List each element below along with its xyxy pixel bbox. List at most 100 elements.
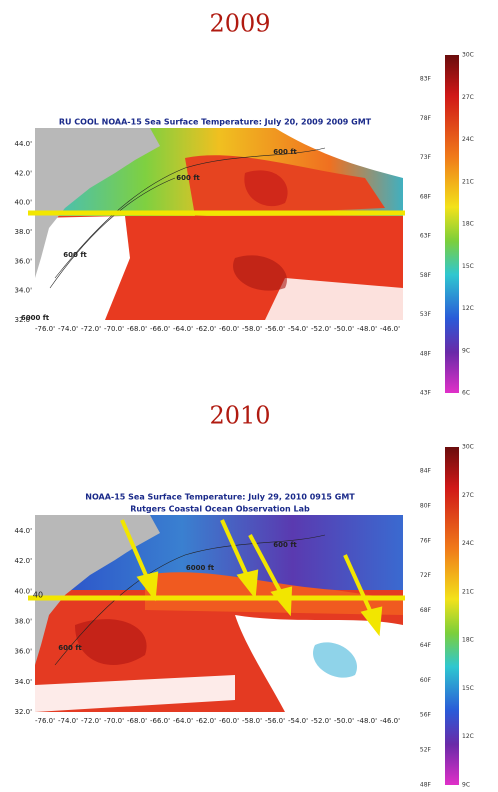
arrows [120,519,383,637]
colorbar-label-c: 15C [462,263,474,270]
lon-label: -72.0' [81,717,101,725]
lon-label: -76.0' [35,325,55,333]
lon-label: -72.0' [81,325,101,333]
lon-label: -46.0' [380,717,400,725]
lon-label: -56.0' [265,325,285,333]
colorbar-label-c: 18C [462,221,474,228]
colorbar-label-c: 9C [462,347,470,354]
colorbar-label-c: 12C [462,305,474,312]
colorbar [445,447,459,785]
colorbar-label-f: 80F [420,502,432,509]
lat-label: 44.0' [14,527,32,535]
colorbar-label-c: 18C [462,637,474,644]
map-subtitle: Rutgers Coastal Ocean Observation Lab [130,505,310,514]
contour-label: 600 ft [63,251,87,259]
contour-label: 6000 ft [186,564,215,572]
lon-label: -58.0' [242,325,262,333]
lon-label: -68.0' [127,325,147,333]
colorbar-label-c: 15C [462,685,474,692]
colorbar-label-f: 68F [420,607,432,614]
colorbar-label-c: 6C [462,390,470,397]
colorbar-label-f: 58F [420,272,432,279]
colorbar-label-c: 30C [462,52,474,59]
lat-label: 32.0' [14,316,32,324]
lat-label: 34.0' [14,287,32,295]
lon-label: -74.0' [58,325,78,333]
colorbar-label-c: 30C [462,444,474,451]
colorbar-label-c: 24C [462,136,474,143]
colorbar-label-f: 84F [420,468,432,475]
colorbar-label-f: 64F [420,642,432,649]
colorbar-label-f: 78F [420,115,432,122]
lon-label: -46.0' [380,325,400,333]
latitude-marker: 40 [33,591,43,600]
map-title: RU COOL NOAA-15 Sea Surface Temperature:… [59,118,372,127]
lat-label: 44.0' [14,140,32,148]
contour-label: 600 ft [273,148,297,156]
lon-label: -48.0' [357,325,377,333]
colorbar [445,55,459,393]
lat-label: 42.0' [14,169,32,177]
lon-label: -48.0' [357,717,377,725]
colorbar-label-c: 21C [462,178,474,185]
lon-label: -50.0' [334,325,354,333]
lat-label: 36.0' [14,648,32,656]
lat-label: 38.0' [14,618,32,626]
lon-label: -62.0' [196,717,216,725]
lon-label: -58.0' [242,717,262,725]
colorbar-label-c: 27C [462,94,474,101]
lat-label: 40.0' [14,199,32,207]
colorbar-label-c: 27C [462,492,474,499]
lon-label: -66.0' [150,717,170,725]
lon-label: -62.0' [196,325,216,333]
lon-label: -60.0' [219,325,239,333]
lon-label: -54.0' [288,717,308,725]
colorbar-label-c: 24C [462,540,474,547]
lon-label: -76.0' [35,717,55,725]
colorbar-label-c: 9C [462,782,470,789]
colorbar-label-f: 63F [420,233,432,240]
colorbar-label-f: 76F [420,537,432,544]
colorbar-label-c: 12C [462,733,474,740]
lon-label: -52.0' [311,325,331,333]
sst-map [35,128,403,320]
colorbar-label-f: 52F [420,747,432,754]
contour-label: 600 ft [176,174,200,182]
contour-label: 6000 ft [21,314,50,322]
lat-label: 42.0' [14,557,32,565]
lon-label: -64.0' [173,325,193,333]
map-title: NOAA-15 Sea Surface Temperature: July 29… [85,493,355,502]
colorbar-label-f: 43F [420,390,432,397]
lon-label: -64.0' [173,717,193,725]
lon-label: -66.0' [150,325,170,333]
lon-label: -70.0' [104,325,124,333]
lon-label: -68.0' [127,717,147,725]
colorbar-label-f: 56F [420,712,432,719]
lat-label: 36.0' [14,257,32,265]
colorbar-label-f: 60F [420,677,432,684]
colorbar-label-f: 48F [420,350,432,357]
colorbar-label-f: 53F [420,311,432,318]
lat-label: 32.0' [14,708,32,716]
lat-label: 38.0' [14,228,32,236]
lon-label: -50.0' [334,717,354,725]
lon-label: -52.0' [311,717,331,725]
colorbar-label-c: 21C [462,588,474,595]
contour-label: 600 ft [58,644,82,652]
year-heading: 2010 [209,402,270,430]
lat-label: 40.0' [14,587,32,595]
contour-label: 600 ft [273,541,297,549]
colorbar-label-f: 72F [420,572,432,579]
colorbar-label-f: 48F [420,782,432,789]
sst-map [35,515,403,712]
lon-label: -70.0' [104,717,124,725]
colorbar-label-f: 83F [420,76,432,83]
colorbar-label-f: 68F [420,193,432,200]
lon-label: -54.0' [288,325,308,333]
colorbar-label-f: 73F [420,154,432,161]
year-heading: 2009 [209,10,270,38]
lon-label: -74.0' [58,717,78,725]
lon-label: -56.0' [265,717,285,725]
lon-label: -60.0' [219,717,239,725]
